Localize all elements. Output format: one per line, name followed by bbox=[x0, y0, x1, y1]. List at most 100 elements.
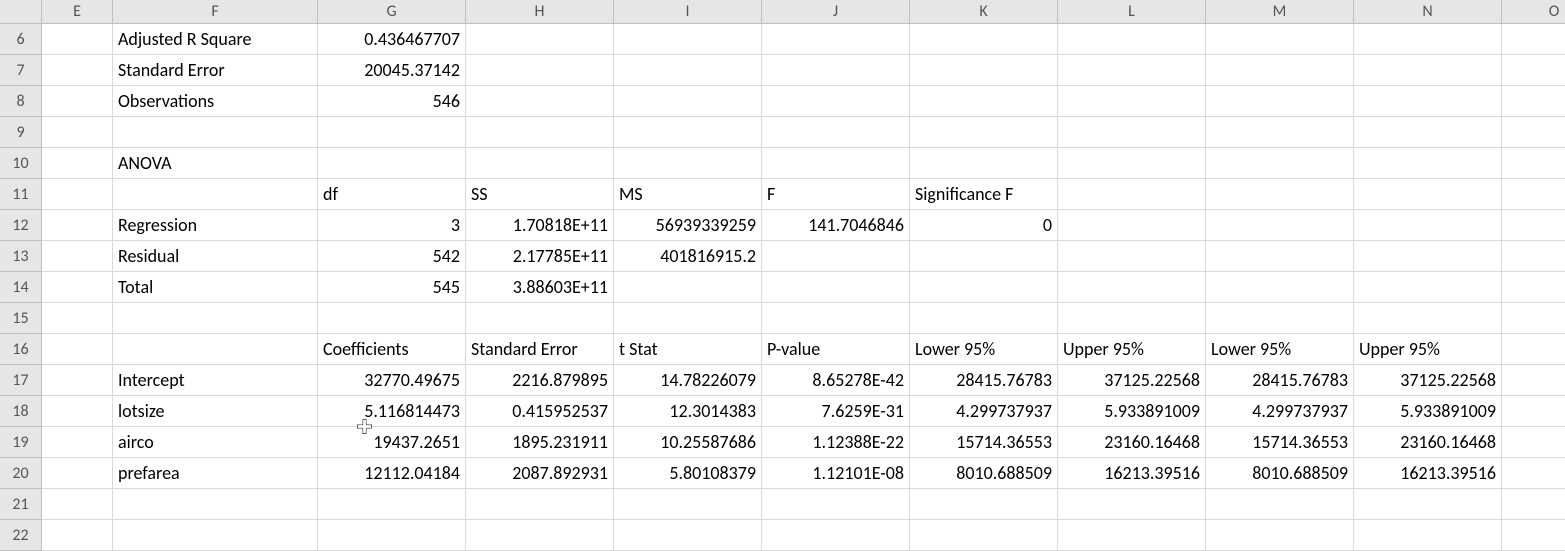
col-header-N[interactable]: N bbox=[1354, 0, 1502, 23]
cell-M14[interactable] bbox=[1206, 272, 1354, 303]
cell-H20[interactable]: 2087.892931 bbox=[466, 458, 614, 489]
cell-O11[interactable] bbox=[1502, 179, 1565, 210]
cell-O22[interactable] bbox=[1502, 520, 1565, 551]
cell-I11[interactable]: MS bbox=[614, 179, 762, 210]
cell-I7[interactable] bbox=[614, 55, 762, 86]
cell-H17[interactable]: 2216.879895 bbox=[466, 365, 614, 396]
row-header-16[interactable]: 16 bbox=[0, 334, 41, 365]
col-header-H[interactable]: H bbox=[466, 0, 614, 23]
cell-I9[interactable] bbox=[614, 117, 762, 148]
cell-E15[interactable] bbox=[42, 303, 113, 334]
cell-G10[interactable] bbox=[318, 148, 466, 179]
cell-H6[interactable] bbox=[466, 24, 614, 55]
cell-K21[interactable] bbox=[910, 489, 1058, 520]
cell-F20[interactable]: prefarea bbox=[113, 458, 318, 489]
cell-H19[interactable]: 1895.231911 bbox=[466, 427, 614, 458]
cell-J15[interactable] bbox=[762, 303, 910, 334]
cell-K10[interactable] bbox=[910, 148, 1058, 179]
cell-M21[interactable] bbox=[1206, 489, 1354, 520]
cell-H7[interactable] bbox=[466, 55, 614, 86]
cell-J8[interactable] bbox=[762, 86, 910, 117]
cell-H18[interactable]: 0.415952537 bbox=[466, 396, 614, 427]
cell-M22[interactable] bbox=[1206, 520, 1354, 551]
cell-M6[interactable] bbox=[1206, 24, 1354, 55]
cell-N9[interactable] bbox=[1354, 117, 1502, 148]
cell-E16[interactable] bbox=[42, 334, 113, 365]
cell-N11[interactable] bbox=[1354, 179, 1502, 210]
cell-L21[interactable] bbox=[1058, 489, 1206, 520]
cell-E19[interactable] bbox=[42, 427, 113, 458]
cell-K13[interactable] bbox=[910, 241, 1058, 272]
cell-H13[interactable]: 2.17785E+11 bbox=[466, 241, 614, 272]
row-header-21[interactable]: 21 bbox=[0, 489, 41, 520]
cell-E13[interactable] bbox=[42, 241, 113, 272]
cell-N21[interactable] bbox=[1354, 489, 1502, 520]
cell-I20[interactable]: 5.80108379 bbox=[614, 458, 762, 489]
cell-N19[interactable]: 23160.16468 bbox=[1354, 427, 1502, 458]
cell-I22[interactable] bbox=[614, 520, 762, 551]
cell-O6[interactable] bbox=[1502, 24, 1565, 55]
cell-L11[interactable] bbox=[1058, 179, 1206, 210]
row-header-14[interactable]: 14 bbox=[0, 272, 41, 303]
cell-O21[interactable] bbox=[1502, 489, 1565, 520]
cell-J19[interactable]: 1.12388E-22 bbox=[762, 427, 910, 458]
cell-O19[interactable] bbox=[1502, 427, 1565, 458]
cell-H21[interactable] bbox=[466, 489, 614, 520]
cell-N16[interactable]: Upper 95% bbox=[1354, 334, 1502, 365]
cell-N15[interactable] bbox=[1354, 303, 1502, 334]
col-header-O[interactable]: O bbox=[1502, 0, 1565, 23]
cell-O12[interactable] bbox=[1502, 210, 1565, 241]
cell-N7[interactable] bbox=[1354, 55, 1502, 86]
cell-N22[interactable] bbox=[1354, 520, 1502, 551]
cell-L22[interactable] bbox=[1058, 520, 1206, 551]
cell-K16[interactable]: Lower 95% bbox=[910, 334, 1058, 365]
cell-M20[interactable]: 8010.688509 bbox=[1206, 458, 1354, 489]
cell-H16[interactable]: Standard Error bbox=[466, 334, 614, 365]
cell-K12[interactable]: 0 bbox=[910, 210, 1058, 241]
cell-J17[interactable]: 8.65278E-42 bbox=[762, 365, 910, 396]
cell-K20[interactable]: 8010.688509 bbox=[910, 458, 1058, 489]
cell-I6[interactable] bbox=[614, 24, 762, 55]
row-header-11[interactable]: 11 bbox=[0, 179, 41, 210]
cell-M8[interactable] bbox=[1206, 86, 1354, 117]
cell-I12[interactable]: 56939339259 bbox=[614, 210, 762, 241]
cell-J12[interactable]: 141.7046846 bbox=[762, 210, 910, 241]
row-header-7[interactable]: 7 bbox=[0, 55, 41, 86]
cell-O20[interactable] bbox=[1502, 458, 1565, 489]
cell-N6[interactable] bbox=[1354, 24, 1502, 55]
cell-O7[interactable] bbox=[1502, 55, 1565, 86]
cell-F6[interactable]: Adjusted R Square bbox=[113, 24, 318, 55]
cell-K7[interactable] bbox=[910, 55, 1058, 86]
cell-J6[interactable] bbox=[762, 24, 910, 55]
cell-N13[interactable] bbox=[1354, 241, 1502, 272]
cell-J20[interactable]: 1.12101E-08 bbox=[762, 458, 910, 489]
cell-H11[interactable]: SS bbox=[466, 179, 614, 210]
row-header-20[interactable]: 20 bbox=[0, 458, 41, 489]
cell-H15[interactable] bbox=[466, 303, 614, 334]
cell-F11[interactable] bbox=[113, 179, 318, 210]
select-all-corner[interactable] bbox=[0, 0, 42, 23]
cell-L10[interactable] bbox=[1058, 148, 1206, 179]
cell-M16[interactable]: Lower 95% bbox=[1206, 334, 1354, 365]
cell-K17[interactable]: 28415.76783 bbox=[910, 365, 1058, 396]
cell-H14[interactable]: 3.88603E+11 bbox=[466, 272, 614, 303]
row-header-15[interactable]: 15 bbox=[0, 303, 41, 334]
cell-L7[interactable] bbox=[1058, 55, 1206, 86]
row-header-10[interactable]: 10 bbox=[0, 148, 41, 179]
cell-M7[interactable] bbox=[1206, 55, 1354, 86]
row-header-12[interactable]: 12 bbox=[0, 210, 41, 241]
cell-M15[interactable] bbox=[1206, 303, 1354, 334]
cell-G8[interactable]: 546 bbox=[318, 86, 466, 117]
cell-N20[interactable]: 16213.39516 bbox=[1354, 458, 1502, 489]
row-header-9[interactable]: 9 bbox=[0, 117, 41, 148]
cell-G14[interactable]: 545 bbox=[318, 272, 466, 303]
cells-area[interactable]: Adjusted R Square0.436467707Standard Err… bbox=[42, 24, 1565, 551]
cell-L9[interactable] bbox=[1058, 117, 1206, 148]
cell-K22[interactable] bbox=[910, 520, 1058, 551]
cell-J14[interactable] bbox=[762, 272, 910, 303]
cell-M13[interactable] bbox=[1206, 241, 1354, 272]
cell-G21[interactable] bbox=[318, 489, 466, 520]
cell-J9[interactable] bbox=[762, 117, 910, 148]
cell-L8[interactable] bbox=[1058, 86, 1206, 117]
cell-F16[interactable] bbox=[113, 334, 318, 365]
